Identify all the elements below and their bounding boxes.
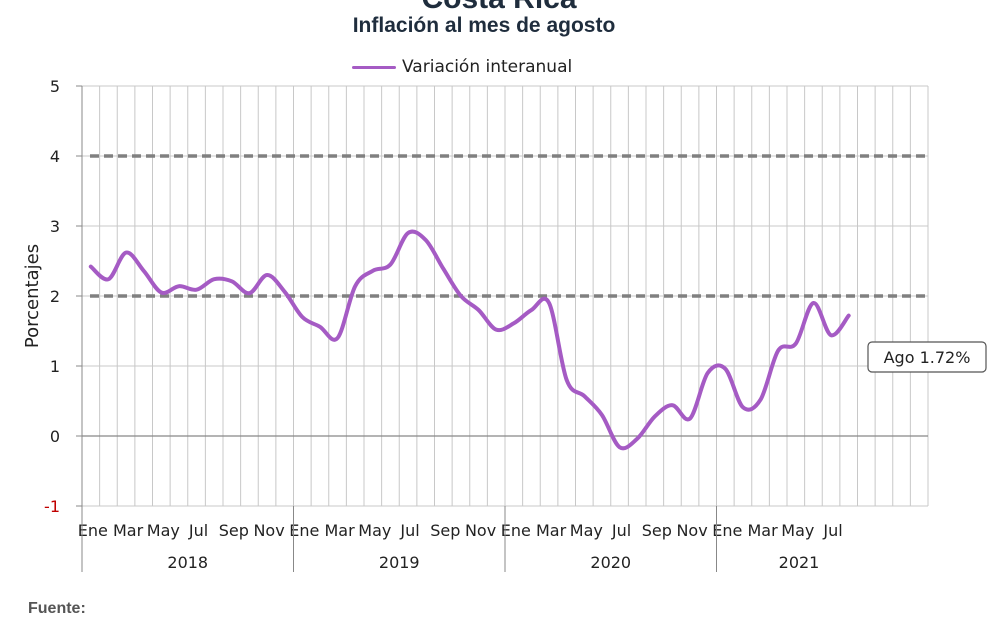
x-year-label: 2018: [167, 553, 208, 572]
annotation-text: Ago 1.72%: [884, 348, 971, 367]
x-month-tick-label: May: [570, 521, 603, 540]
x-month-tick-label: Mar: [536, 521, 567, 540]
y-tick-label: 3: [50, 217, 60, 236]
x-month-tick-label: Jul: [611, 521, 631, 540]
x-month-tick-label: Nov: [253, 521, 284, 540]
y-tick-label: 1: [50, 357, 60, 376]
x-year-label: 2021: [779, 553, 820, 572]
x-year-label: 2020: [590, 553, 631, 572]
x-month-tick-label: May: [781, 521, 814, 540]
x-month-tick-label: Sep: [642, 521, 672, 540]
y-tick-label: 0: [50, 427, 60, 446]
x-month-tick-label: Sep: [430, 521, 460, 540]
x-month-tick-label: Jul: [822, 521, 842, 540]
x-month-tick-label: Nov: [676, 521, 707, 540]
x-year-label: 2019: [379, 553, 420, 572]
x-month-tick-label: Jul: [399, 521, 419, 540]
y-tick-label: -1: [44, 497, 60, 516]
y-tick-label: 2: [50, 287, 60, 306]
x-month-tick-label: Mar: [324, 521, 355, 540]
y-axis-title: Porcentajes: [22, 244, 43, 348]
x-month-tick-label: Nov: [465, 521, 496, 540]
y-tick-label: 4: [50, 147, 60, 166]
x-month-tick-label: May: [358, 521, 391, 540]
y-tick-label: 5: [50, 77, 60, 96]
x-month-tick-label: May: [147, 521, 180, 540]
x-month-tick-label: Mar: [747, 521, 778, 540]
x-month-tick-label: Mar: [113, 521, 144, 540]
annotation-callout: Ago 1.72%: [868, 342, 986, 372]
source-label: Fuente:: [28, 600, 86, 618]
x-month-tick-label: Jul: [188, 521, 208, 540]
x-month-tick-label: Sep: [219, 521, 249, 540]
